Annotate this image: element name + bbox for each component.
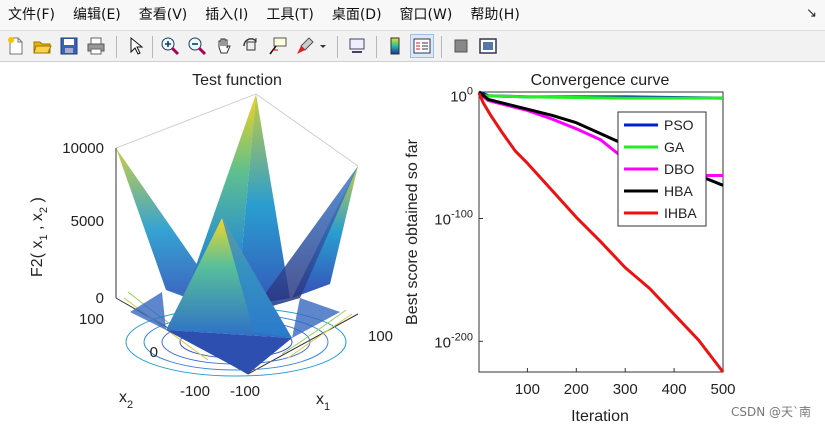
z-tick-label: 5000: [71, 213, 104, 230]
axis-ticks: 100 200 300 400 500 100 10-100 10-200: [434, 86, 735, 398]
menu-view[interactable]: 查看(V): [138, 7, 188, 23]
x-axis-line: [247, 313, 359, 375]
menu-desktop[interactable]: 桌面(D): [331, 7, 382, 23]
legend-label: DBO: [664, 161, 694, 177]
y-tick-label: 100: [79, 311, 104, 328]
y-tick-label: -100: [180, 383, 210, 400]
x-tick-label: 500: [710, 381, 735, 398]
menu-tools[interactable]: 工具(T): [266, 7, 314, 23]
dock-figure-icon[interactable]: ↘: [806, 6, 817, 21]
z-tick-label: 0: [96, 290, 104, 307]
toolbar-separator: [376, 36, 377, 58]
x-axis-label: Iteration: [571, 408, 629, 425]
save-icon[interactable]: [57, 34, 81, 58]
left-plot-title: Test function: [192, 72, 282, 89]
watermark: CSDN @天`南: [730, 405, 811, 419]
menu-edit[interactable]: 编辑(E): [72, 7, 121, 23]
legend[interactable]: PSO GA DBO HBA IHBA: [617, 111, 707, 227]
toolbar-separator: [337, 36, 338, 58]
rotate-3d-icon[interactable]: [239, 34, 263, 58]
link-plot-icon[interactable]: [345, 34, 369, 58]
x-tick-label: 200: [564, 381, 589, 398]
legend-label: PSO: [664, 117, 694, 133]
brush-icon[interactable]: [293, 34, 317, 58]
pan-hand-icon[interactable]: [212, 34, 236, 58]
series-line-ihba: [477, 92, 725, 373]
toolbar-separator: [441, 36, 442, 58]
menu-window[interactable]: 窗口(W): [399, 7, 453, 23]
hide-plot-tools-icon[interactable]: [449, 34, 473, 58]
x-tick-label: 100: [368, 328, 393, 345]
surface-mesh: [116, 94, 358, 374]
menu-file[interactable]: 文件(F): [8, 7, 55, 23]
show-plot-tools-icon[interactable]: [476, 34, 500, 58]
x-tick-label: 400: [662, 381, 687, 398]
figure-canvas: Test function: [0, 62, 825, 426]
figure-toolbar: [0, 30, 825, 62]
menu-insert[interactable]: 插入(I): [205, 7, 249, 23]
legend-label: IHBA: [664, 205, 697, 221]
y-axis-label: Best score obtained so far: [404, 138, 421, 325]
y-tick-label: 0: [150, 344, 158, 361]
y-axis-label: x2: [119, 389, 133, 411]
z-axis-label: F2( x1 , x2 ): [29, 197, 50, 277]
colorbar-icon[interactable]: [383, 34, 407, 58]
surface-plot[interactable]: Test function: [0, 62, 400, 426]
toolbar-separator: [116, 36, 117, 58]
y-tick-label: 10-200: [434, 331, 473, 351]
x-axis-label: x1: [316, 391, 330, 413]
brush-dropdown-icon[interactable]: [316, 34, 330, 58]
legend-label: HBA: [664, 183, 693, 199]
x-tick-label: -100: [230, 383, 260, 400]
menu-help[interactable]: 帮助(H): [470, 7, 520, 23]
y-tick-label: 100: [450, 86, 473, 106]
toolbar-separator: [152, 36, 153, 58]
legend-label: GA: [664, 139, 685, 155]
open-file-icon[interactable]: [30, 34, 54, 58]
zoom-out-icon[interactable]: [185, 34, 209, 58]
zoom-in-icon[interactable]: [158, 34, 182, 58]
x-tick-label: 300: [613, 381, 638, 398]
select-arrow-icon[interactable]: [123, 34, 147, 58]
right-plot-title: Convergence curve: [531, 72, 670, 89]
x-tick-label: 100: [515, 381, 540, 398]
print-icon[interactable]: [84, 34, 108, 58]
new-figure-icon[interactable]: [4, 34, 28, 58]
legend-icon[interactable]: [410, 34, 434, 58]
y-tick-label: 10-100: [434, 208, 473, 228]
data-cursor-icon[interactable]: [266, 34, 290, 58]
convergence-plot[interactable]: Convergence curve 100 200 300 400 500 100 10-1…: [400, 62, 825, 426]
menu-bar: 文件(F) 编辑(E) 查看(V) 插入(I) 工具(T) 桌面(D) 窗口(W…: [0, 0, 825, 30]
z-tick-label: 10000: [62, 140, 104, 157]
